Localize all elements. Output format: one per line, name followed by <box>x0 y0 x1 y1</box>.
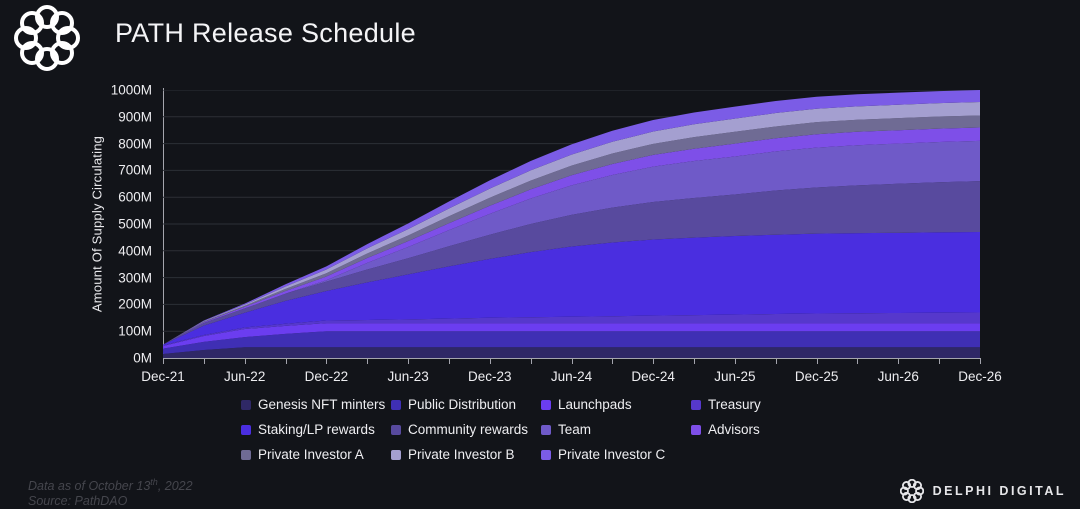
legend-label: Private Investor B <box>408 447 515 462</box>
x-tick-mark <box>448 359 450 364</box>
area-staking-lp-rewards <box>163 232 980 346</box>
legend-label: Treasury <box>708 397 761 412</box>
legend-swatch <box>691 424 701 435</box>
y-tick-label: 600M <box>118 189 152 205</box>
x-tick-label: Dec-21 <box>141 369 185 384</box>
x-tick-mark <box>898 359 900 364</box>
legend-item-launchpads: Launchpads <box>541 397 691 412</box>
pathdao-knot-logo <box>14 5 80 71</box>
brand-name: DELPHI DIGITAL <box>932 484 1066 498</box>
x-tick-mark <box>571 359 573 364</box>
legend-swatch <box>241 399 251 410</box>
legend-swatch <box>541 399 551 410</box>
chart-legend: Genesis NFT minters Public Distribution La… <box>241 397 801 462</box>
y-tick-label: 1000M <box>110 82 152 98</box>
legend-item-advisors: Advisors <box>691 422 801 437</box>
legend-label: Team <box>558 422 592 437</box>
x-tick-mark <box>203 359 205 364</box>
legend-swatch <box>541 424 551 435</box>
legend-item-public-distribution: Public Distribution <box>391 397 541 412</box>
legend-label: Community rewards <box>408 422 529 437</box>
legend-label: Public Distribution <box>408 397 517 412</box>
stacked-area-plot <box>163 90 980 358</box>
x-tick-label: Jun-26 <box>877 369 919 384</box>
area-treasury <box>163 312 980 346</box>
x-axis-line <box>163 358 981 359</box>
x-tick-mark <box>367 359 369 364</box>
legend-label: Private Investor A <box>258 447 364 462</box>
legend-item-private-investor-a: Private Investor A <box>241 447 391 462</box>
x-tick-label: Jun-23 <box>387 369 429 384</box>
y-tick-label: 800M <box>118 136 152 152</box>
x-tick-mark <box>612 359 614 364</box>
legend-item-community-rewards: Community rewards <box>391 422 541 437</box>
x-tick-mark <box>244 359 246 364</box>
y-tick-label: 0M <box>133 350 152 366</box>
x-tick-label: Jun-24 <box>550 369 593 384</box>
area-genesis-nft-minters <box>163 347 980 358</box>
area-launchpads <box>163 323 980 349</box>
x-tick-label: Dec-24 <box>631 369 675 384</box>
legend-swatch <box>391 424 401 435</box>
x-tick-label: Jun-25 <box>714 369 756 384</box>
x-tick-mark <box>939 359 941 364</box>
x-tick-mark <box>285 359 287 364</box>
x-tick-label: Dec-22 <box>304 369 349 384</box>
x-tick-label: Jun-22 <box>224 369 266 384</box>
legend-swatch <box>241 424 251 435</box>
x-tick-mark <box>980 359 981 364</box>
delphi-knot-icon <box>899 479 924 503</box>
x-tick-label: Dec-25 <box>794 369 839 384</box>
y-tick-label: 500M <box>118 216 152 232</box>
x-tick-mark <box>734 359 736 364</box>
legend-swatch <box>391 449 401 460</box>
x-tick-mark <box>326 359 328 364</box>
legend-label: Genesis NFT minters <box>258 397 386 412</box>
footnote-line-1: Data as of October 13th, 2022 <box>28 477 193 494</box>
x-tick-label: Dec-23 <box>468 369 512 384</box>
y-tick-label: 100M <box>118 323 152 339</box>
legend-item-treasury: Treasury <box>691 397 801 412</box>
data-footnote: Data as of October 13th, 2022 Source: Pa… <box>28 475 193 509</box>
legend-swatch <box>691 399 701 410</box>
legend-swatch <box>241 449 251 460</box>
legend-item-private-investor-c: Private Investor C <box>541 447 691 462</box>
footnote-line-2: Source: PathDAO <box>28 494 128 509</box>
y-tick-label: 700M <box>118 162 152 178</box>
x-tick-mark <box>530 359 532 364</box>
x-tick-mark <box>816 359 818 364</box>
legend-label: Private Investor C <box>558 447 666 462</box>
x-tick-mark <box>489 359 491 364</box>
legend-item-team: Team <box>541 422 691 437</box>
legend-swatch <box>391 399 401 410</box>
area-public-distribution <box>163 331 980 354</box>
y-tick-label: 200M <box>118 296 152 312</box>
x-tick-mark <box>408 359 410 364</box>
page-title: PATH Release Schedule <box>115 18 416 48</box>
y-tick-label: 400M <box>118 243 152 259</box>
legend-item-staking-lp-rewards: Staking/LP rewards <box>241 422 391 437</box>
legend-label: Staking/LP rewards <box>258 422 375 437</box>
delphi-digital-brand: DELPHI DIGITAL <box>899 479 1066 503</box>
y-tick-label: 900M <box>118 109 152 125</box>
legend-swatch <box>541 449 551 460</box>
x-tick-mark <box>653 359 655 364</box>
y-tick-label: 300M <box>118 270 152 286</box>
x-tick-mark <box>857 359 859 364</box>
x-tick-label: Dec-26 <box>958 369 1002 384</box>
x-tick-mark <box>694 359 696 364</box>
x-tick-mark <box>163 359 164 364</box>
area-community-rewards <box>163 181 980 345</box>
x-tick-mark <box>775 359 777 364</box>
legend-label: Launchpads <box>558 397 632 412</box>
legend-label: Advisors <box>708 422 760 437</box>
legend-item-genesis-nft-minters: Genesis NFT minters <box>241 397 391 412</box>
area-team <box>163 140 980 345</box>
legend-item-private-investor-b: Private Investor B <box>391 447 541 462</box>
